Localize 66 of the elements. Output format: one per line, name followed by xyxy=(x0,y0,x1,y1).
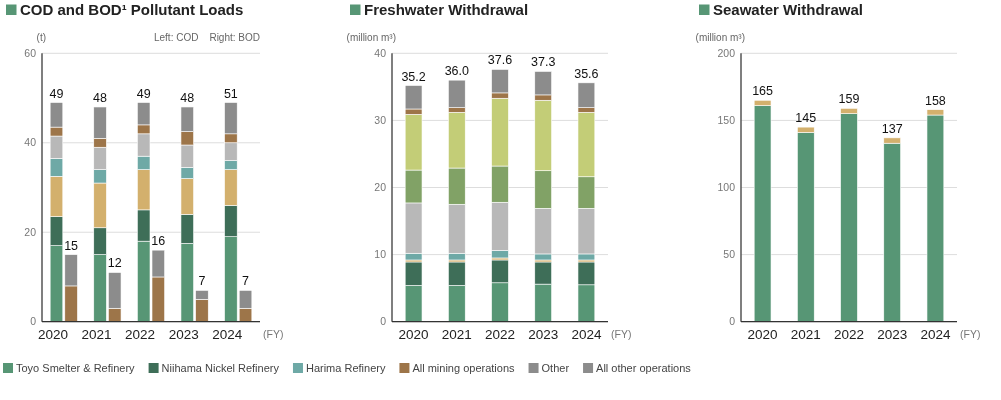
chart-title: Seawater Withdrawal xyxy=(713,1,863,18)
y-tick-label: 60 xyxy=(24,46,37,59)
x-tick-label: 2023 xyxy=(877,326,908,342)
total-label: 15 xyxy=(64,238,79,253)
x-axis-title: (FY) xyxy=(611,327,632,340)
y-axis-title: (million m³) xyxy=(346,32,396,43)
x-tick-label: 2020 xyxy=(37,326,68,342)
y-tick-label: 40 xyxy=(374,46,387,59)
x-tick-label: 2023 xyxy=(528,326,559,342)
x-tick-label: 2020 xyxy=(398,326,429,342)
legend-label: Harima Refinery xyxy=(305,361,386,374)
x-tick-label: 2022 xyxy=(125,326,156,342)
x-tick-label: 2020 xyxy=(747,326,778,342)
total-label: 158 xyxy=(924,93,946,108)
x-tick-label: 2024 xyxy=(571,326,602,342)
total-label: 12 xyxy=(107,256,122,271)
total-label: 35.6 xyxy=(574,66,599,81)
x-axis-title: (FY) xyxy=(960,327,981,340)
legend-label: All other operations xyxy=(596,361,692,374)
total-label: 145 xyxy=(795,111,817,126)
text: Right: BOD xyxy=(209,32,260,43)
total-label: 37.3 xyxy=(531,55,556,70)
total-label: 48 xyxy=(93,90,108,105)
legend-label: All mining operations xyxy=(412,361,516,374)
total-label: 137 xyxy=(881,121,903,136)
total-label: 49 xyxy=(136,86,151,101)
y-tick-label: 10 xyxy=(374,248,387,261)
chart-title: Freshwater Withdrawal xyxy=(364,1,529,18)
y-tick-label: 100 xyxy=(717,181,736,194)
x-tick-label: 2021 xyxy=(790,326,821,342)
total-label: 16 xyxy=(151,234,166,249)
x-tick-label: 2021 xyxy=(441,326,472,342)
y-tick-label: 150 xyxy=(717,114,736,127)
y-tick-label: 50 xyxy=(723,248,736,261)
x-tick-label: 2022 xyxy=(833,326,865,342)
total-label: 48 xyxy=(180,90,195,105)
x-tick-label: 2021 xyxy=(81,326,112,342)
total-label: 49 xyxy=(49,86,64,101)
y-tick-label: 0 xyxy=(729,315,736,328)
y-tick-label: 20 xyxy=(24,225,37,238)
total-label: 51 xyxy=(223,86,238,101)
y-axis-title: (million m³) xyxy=(695,32,745,43)
x-tick-label: 2024 xyxy=(920,326,951,342)
y-tick-label: 0 xyxy=(30,315,37,328)
total-label: 37.6 xyxy=(487,53,513,68)
y-tick-label: 200 xyxy=(717,46,736,59)
total-label: 159 xyxy=(838,92,860,107)
legend-label: Niihama Nickel Refinery xyxy=(161,361,280,374)
total-label: 35.2 xyxy=(401,69,426,84)
chart-title: COD and BOD¹ Pollutant Loads xyxy=(20,1,244,18)
y-tick-label: 30 xyxy=(374,114,387,127)
legend-label: Other xyxy=(541,361,570,374)
total-label: 7 xyxy=(242,274,250,289)
y-axis-title: (t) xyxy=(36,32,46,43)
total-label: 36.0 xyxy=(444,64,469,79)
total-label: 165 xyxy=(752,84,774,99)
x-tick-label: 2023 xyxy=(168,326,199,342)
x-axis-title: (FY) xyxy=(263,327,284,340)
y-tick-label: 40 xyxy=(24,136,37,149)
y-tick-label: 20 xyxy=(374,181,387,194)
text: Left: COD xyxy=(153,32,199,43)
x-tick-label: 2022 xyxy=(484,326,516,342)
total-label: 7 xyxy=(198,274,206,289)
legend-label: Toyo Smelter & Refinery xyxy=(16,361,136,374)
x-tick-label: 2024 xyxy=(212,326,243,342)
y-tick-label: 0 xyxy=(380,315,387,328)
